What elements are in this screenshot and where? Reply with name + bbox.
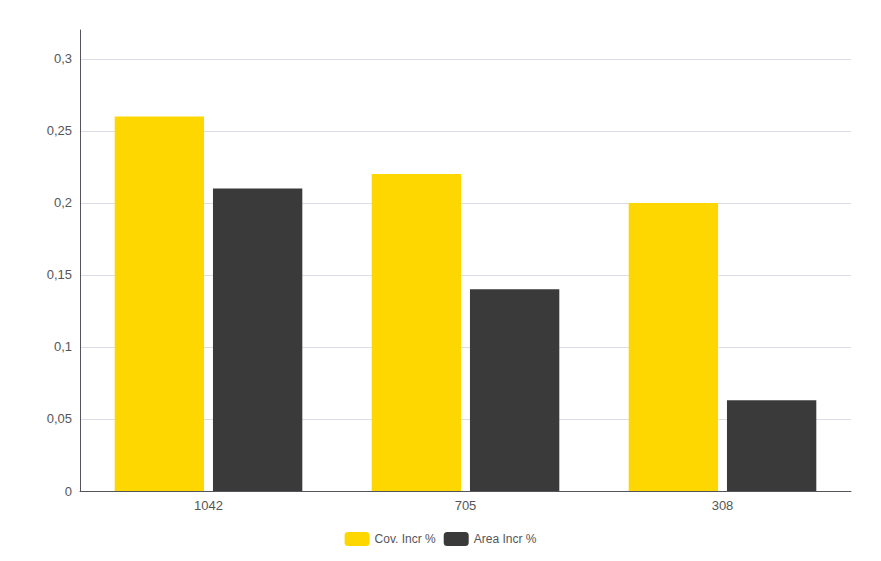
svg-text:0,1: 0,1: [54, 339, 72, 354]
svg-text:0: 0: [65, 484, 72, 499]
svg-text:1042: 1042: [194, 498, 223, 513]
svg-text:0,25: 0,25: [47, 123, 72, 138]
svg-text:Area Incr %: Area Incr %: [474, 532, 537, 546]
svg-text:705: 705: [455, 498, 477, 513]
svg-text:0,05: 0,05: [47, 411, 72, 426]
svg-text:Cov. Incr %: Cov. Incr %: [375, 532, 436, 546]
svg-text:0,3: 0,3: [54, 51, 72, 66]
svg-text:0,15: 0,15: [47, 267, 72, 282]
svg-text:0,2: 0,2: [54, 195, 72, 210]
svg-text:308: 308: [712, 498, 734, 513]
